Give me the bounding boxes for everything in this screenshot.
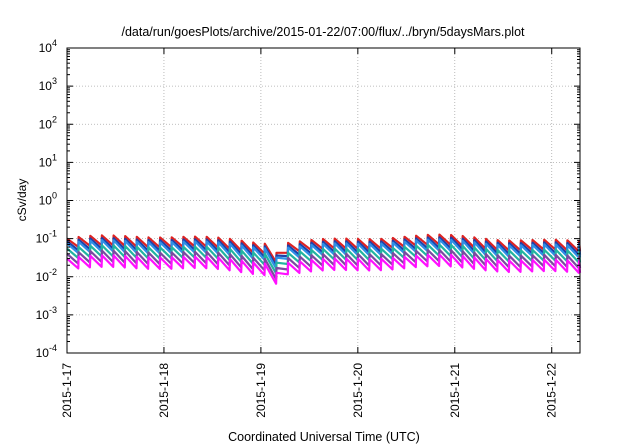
y-axis: 10-4 10-3 10-2 10-1 100 101 102 103 104 [36,38,580,360]
x-axis-label: Coordinated Universal Time (UTC) [228,430,420,444]
series-group [66,233,582,285]
y-tick-label: 10-2 [36,267,57,284]
x-tick-label: 2015-1-22 [545,363,559,418]
chart-title: /data/run/goesPlots/archive/2015-01-22/0… [121,25,525,39]
y-tick-label: 104 [39,38,57,55]
x-tick-label: 2015-1-17 [60,363,74,418]
y-tick-label: 10-4 [36,343,57,360]
x-tick-label: 2015-1-18 [157,363,171,418]
plot-frame [66,47,581,354]
series-line [66,253,582,285]
x-tick-label: 2015-1-20 [351,363,365,418]
x-axis: 2015-1-17 2015-1-18 2015-1-19 2015-1-20 2015… [60,48,559,418]
y-tick-label: 10-3 [36,305,57,322]
y-tick-label: 10-1 [36,229,57,246]
series-line [66,236,582,267]
x-tick-label: 2015-1-19 [254,363,268,418]
y-tick-label: 101 [39,152,57,169]
series-line [66,248,582,281]
y-tick-label: 103 [39,76,57,93]
grid [67,48,580,353]
series-line [66,238,582,270]
series-line [66,243,582,275]
series-line [66,233,582,264]
y-axis-label: cSv/day [15,179,29,222]
y-tick-label: 102 [39,114,57,131]
y-tick-label: 100 [39,191,57,208]
x-tick-label: 2015-1-21 [448,363,462,418]
